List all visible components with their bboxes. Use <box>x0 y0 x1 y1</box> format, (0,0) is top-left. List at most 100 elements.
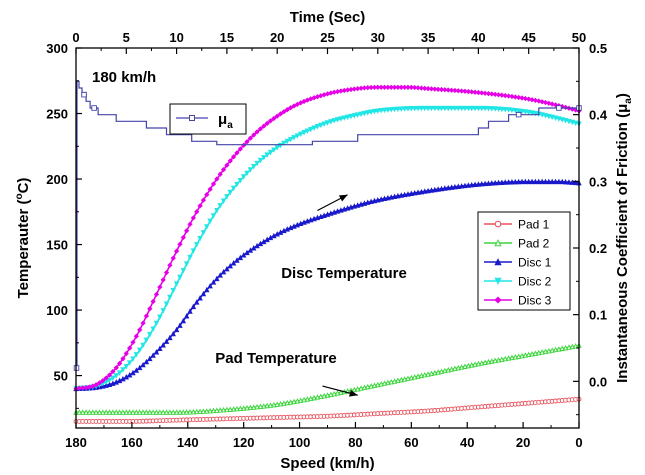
mu-legend-label: μa <box>218 111 233 131</box>
series-point-pad-2 <box>187 409 193 415</box>
series-point-disc-1 <box>448 184 455 190</box>
series-point-disc-3 <box>167 262 173 268</box>
right-tick-label: 0.3 <box>589 174 607 189</box>
series-point-disc-3 <box>532 97 539 103</box>
series-point-disc-3 <box>435 86 441 92</box>
series-legend-entries: Pad 1 Pad 2 Disc 1 Disc 2 Disc 3 <box>484 218 552 308</box>
series-point-pad-2 <box>190 408 197 415</box>
series-point-disc-3 <box>204 191 210 198</box>
series-point-pad-2 <box>247 404 254 411</box>
series-point-pad-2 <box>378 381 384 387</box>
series-point-disc-1 <box>234 257 240 263</box>
series-point-pad-2 <box>284 399 290 406</box>
series-point-pad-2 <box>465 362 472 369</box>
series-point-pad-2 <box>572 343 579 349</box>
series-point-disc-1 <box>204 286 210 293</box>
series-point-disc-1 <box>472 181 478 188</box>
top-tick-label: 15 <box>220 30 234 45</box>
series-point-disc-1 <box>177 322 183 328</box>
right-axis-title: Instantaneous Coefficient of Friction (μ… <box>614 93 634 383</box>
series-point-disc-2 <box>157 314 163 321</box>
left-tick-label: 300 <box>46 41 68 56</box>
series-point-disc-3 <box>90 383 96 389</box>
series-point-disc-1 <box>556 178 562 185</box>
series-point-disc-3 <box>106 372 113 378</box>
series-point-disc-2 <box>314 124 321 130</box>
legend-marker-pad-1 <box>494 220 502 228</box>
series-point-pad-2 <box>126 409 133 415</box>
left-tick-label: 200 <box>46 172 68 187</box>
series-point-pad-2 <box>566 344 572 350</box>
series-point-disc-3 <box>274 113 280 119</box>
series-point-pad-2 <box>160 409 166 415</box>
series-point-disc-2 <box>294 133 301 139</box>
series-point-disc-3 <box>495 92 502 98</box>
series-point-pad-2 <box>468 362 475 368</box>
series-point-disc-2 <box>281 140 287 147</box>
bottom-tick-label: 160 <box>121 435 143 450</box>
series-point-disc-2 <box>304 128 311 134</box>
series-point-pad-2 <box>559 345 565 351</box>
series-point-disc-2 <box>297 131 304 138</box>
series-point-disc-3 <box>499 92 505 98</box>
series-point-disc-3 <box>428 86 435 92</box>
series-point-disc-2 <box>308 126 314 133</box>
series-point-disc-1 <box>438 185 445 192</box>
series-point-disc-3 <box>445 87 451 93</box>
legend-marker-disc-3 <box>494 296 502 304</box>
series-point-disc-1 <box>385 194 391 201</box>
series-point-pad-2 <box>525 351 532 358</box>
series-point-disc-1 <box>388 194 394 200</box>
series-point-disc-2 <box>371 108 378 115</box>
series-point-disc-2 <box>224 194 230 200</box>
series-point-disc-3 <box>210 181 217 187</box>
left-tick-label: 150 <box>46 238 68 253</box>
series-point-disc-3 <box>455 88 461 94</box>
series-point-disc-3 <box>542 99 549 106</box>
series-point-pad-2 <box>388 378 394 385</box>
series-point-disc-2 <box>264 152 270 158</box>
series-point-pad-2 <box>411 374 418 380</box>
series-point-disc-3 <box>147 306 153 312</box>
series-point-disc-3 <box>251 132 257 138</box>
legend-label-disc-3: Disc 3 <box>518 294 552 308</box>
series-point-disc-3 <box>127 345 133 351</box>
series-point-disc-2 <box>301 130 307 136</box>
series-point-disc-3 <box>381 84 388 90</box>
series-point-pad-2 <box>210 407 217 414</box>
series-point-disc-1 <box>458 183 465 189</box>
series-point-disc-3 <box>264 120 270 127</box>
legend-label-pad-2: Pad 2 <box>518 237 550 251</box>
series-point-disc-1 <box>559 178 565 185</box>
series-point-disc-1 <box>190 303 197 310</box>
series-point-disc-2 <box>227 189 233 196</box>
series-point-disc-2 <box>415 105 421 112</box>
series-point-disc-1 <box>442 185 448 191</box>
series-point-disc-1 <box>425 187 431 194</box>
series-point-disc-3 <box>197 203 203 209</box>
series-point-disc-3 <box>505 93 512 99</box>
series-point-disc-2 <box>505 107 512 113</box>
series-point-pad-2 <box>304 396 311 402</box>
series-point-disc-2 <box>395 106 401 113</box>
series-point-pad-2 <box>193 408 200 415</box>
series-point-disc-3 <box>254 129 260 135</box>
series-point-disc-3 <box>492 91 498 98</box>
series-point-disc-3 <box>137 327 143 333</box>
top-tick-label: 50 <box>572 30 586 45</box>
series-point-disc-3 <box>220 166 227 173</box>
series-point-disc-3 <box>153 291 160 297</box>
series-point-disc-3 <box>113 365 119 371</box>
series-point-disc-2 <box>378 108 384 114</box>
series-point-pad-2 <box>542 348 549 355</box>
series-point-disc-1 <box>230 260 237 266</box>
series-point-pad-2 <box>143 409 150 415</box>
series-point-disc-2 <box>284 138 290 145</box>
series-point-disc-3 <box>448 87 455 93</box>
series-point-disc-2 <box>418 105 425 112</box>
series-point-disc-3 <box>257 126 264 132</box>
series-point-pad-2 <box>167 409 173 415</box>
top-tick-label: 30 <box>371 30 385 45</box>
series-point-disc-1 <box>499 179 505 185</box>
series-point-disc-1 <box>468 181 475 188</box>
